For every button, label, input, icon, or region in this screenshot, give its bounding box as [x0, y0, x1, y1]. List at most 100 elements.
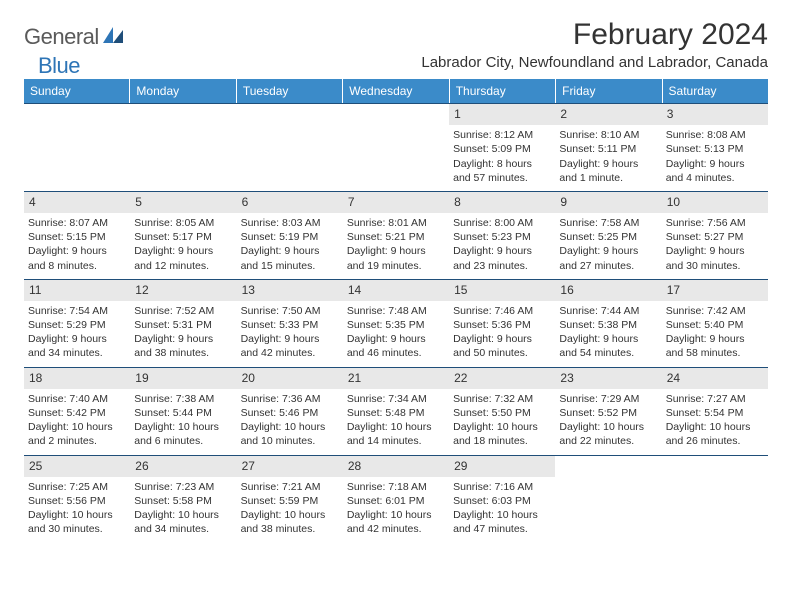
day-daylight: Daylight: 9 hours and 54 minutes.	[559, 332, 657, 360]
week-row: 18Sunrise: 7:40 AMSunset: 5:42 PMDayligh…	[24, 367, 768, 455]
day-sunset: Sunset: 5:33 PM	[241, 318, 339, 332]
day-cell: 22Sunrise: 7:32 AMSunset: 5:50 PMDayligh…	[449, 368, 555, 455]
day-sunset: Sunset: 5:38 PM	[559, 318, 657, 332]
day-daylight: Daylight: 10 hours and 2 minutes.	[28, 420, 126, 448]
day-sunrise: Sunrise: 7:42 AM	[666, 304, 764, 318]
day-sunset: Sunset: 5:48 PM	[347, 406, 445, 420]
day-sunrise: Sunrise: 7:54 AM	[28, 304, 126, 318]
day-daylight: Daylight: 10 hours and 6 minutes.	[134, 420, 232, 448]
day-sunset: Sunset: 5:52 PM	[559, 406, 657, 420]
day-sunrise: Sunrise: 7:25 AM	[28, 480, 126, 494]
day-sunrise: Sunrise: 8:12 AM	[453, 128, 551, 142]
location-subtitle: Labrador City, Newfoundland and Labrador…	[421, 54, 768, 71]
day-sunrise: Sunrise: 8:07 AM	[28, 216, 126, 230]
day-sunset: Sunset: 5:21 PM	[347, 230, 445, 244]
day-number: 14	[343, 280, 449, 301]
day-number: 26	[130, 456, 236, 477]
day-number: 4	[24, 192, 130, 213]
day-daylight: Daylight: 10 hours and 47 minutes.	[453, 508, 551, 536]
day-number: 11	[24, 280, 130, 301]
day-cell: 2Sunrise: 8:10 AMSunset: 5:11 PMDaylight…	[555, 104, 661, 191]
day-sunrise: Sunrise: 7:21 AM	[241, 480, 339, 494]
day-daylight: Daylight: 9 hours and 30 minutes.	[666, 244, 764, 272]
day-sunset: Sunset: 5:42 PM	[28, 406, 126, 420]
day-daylight: Daylight: 9 hours and 8 minutes.	[28, 244, 126, 272]
day-sunset: Sunset: 5:25 PM	[559, 230, 657, 244]
day-daylight: Daylight: 8 hours and 57 minutes.	[453, 157, 551, 185]
day-sunrise: Sunrise: 7:44 AM	[559, 304, 657, 318]
day-sunset: Sunset: 5:17 PM	[134, 230, 232, 244]
day-daylight: Daylight: 10 hours and 22 minutes.	[559, 420, 657, 448]
day-daylight: Daylight: 10 hours and 42 minutes.	[347, 508, 445, 536]
logo: General	[24, 18, 125, 50]
day-sunset: Sunset: 5:36 PM	[453, 318, 551, 332]
day-number: 29	[449, 456, 555, 477]
day-daylight: Daylight: 9 hours and 23 minutes.	[453, 244, 551, 272]
day-number: 1	[449, 104, 555, 125]
day-cell: 1Sunrise: 8:12 AMSunset: 5:09 PMDaylight…	[449, 104, 555, 191]
day-sunset: Sunset: 5:40 PM	[666, 318, 764, 332]
day-sunrise: Sunrise: 7:38 AM	[134, 392, 232, 406]
day-daylight: Daylight: 9 hours and 58 minutes.	[666, 332, 764, 360]
day-number: 24	[662, 368, 768, 389]
day-sunrise: Sunrise: 7:48 AM	[347, 304, 445, 318]
day-cell: 21Sunrise: 7:34 AMSunset: 5:48 PMDayligh…	[343, 368, 449, 455]
day-cell: 7Sunrise: 8:01 AMSunset: 5:21 PMDaylight…	[343, 192, 449, 279]
day-sunrise: Sunrise: 7:50 AM	[241, 304, 339, 318]
day-cell: 27Sunrise: 7:21 AMSunset: 5:59 PMDayligh…	[237, 456, 343, 543]
day-sunset: Sunset: 5:29 PM	[28, 318, 126, 332]
day-daylight: Daylight: 9 hours and 34 minutes.	[28, 332, 126, 360]
day-number: 9	[555, 192, 661, 213]
day-cell: 13 Sunrise: 7:50 AMSunset: 5:33 PMDayligh…	[237, 280, 343, 367]
day-sunrise: Sunrise: 7:16 AM	[453, 480, 551, 494]
day-sunset: Sunset: 5:11 PM	[559, 142, 657, 156]
day-number: 2	[555, 104, 661, 125]
logo-mark-icon	[103, 27, 123, 48]
day-cell: 18Sunrise: 7:40 AMSunset: 5:42 PMDayligh…	[24, 368, 130, 455]
day-daylight: Daylight: 10 hours and 10 minutes.	[241, 420, 339, 448]
day-sunset: Sunset: 5:56 PM	[28, 494, 126, 508]
day-cell: 19Sunrise: 7:38 AMSunset: 5:44 PMDayligh…	[130, 368, 236, 455]
day-sunset: Sunset: 5:35 PM	[347, 318, 445, 332]
day-cell: 9 Sunrise: 7:58 AMSunset: 5:25 PMDaylight…	[555, 192, 661, 279]
logo-text-general: General	[24, 24, 99, 50]
day-cell: 15Sunrise: 7:46 AMSunset: 5:36 PMDayligh…	[449, 280, 555, 367]
day-daylight: Daylight: 9 hours and 46 minutes.	[347, 332, 445, 360]
week-row: 4Sunrise: 8:07 AMSunset: 5:15 PMDaylight…	[24, 191, 768, 279]
day-sunset: Sunset: 5:46 PM	[241, 406, 339, 420]
day-daylight: Daylight: 10 hours and 34 minutes.	[134, 508, 232, 536]
day-cell	[24, 104, 130, 191]
logo-text-blue: Blue	[38, 53, 80, 79]
day-number: 17	[662, 280, 768, 301]
day-number: 5	[130, 192, 236, 213]
day-sunset: Sunset: 5:54 PM	[666, 406, 764, 420]
day-number: 21	[343, 368, 449, 389]
day-sunset: Sunset: 5:19 PM	[241, 230, 339, 244]
day-cell: 16Sunrise: 7:44 AMSunset: 5:38 PMDayligh…	[555, 280, 661, 367]
day-number: 10	[662, 192, 768, 213]
day-sunset: Sunset: 5:44 PM	[134, 406, 232, 420]
day-sunset: Sunset: 5:23 PM	[453, 230, 551, 244]
day-cell: 26Sunrise: 7:23 AMSunset: 5:58 PMDayligh…	[130, 456, 236, 543]
day-sunrise: Sunrise: 7:58 AM	[559, 216, 657, 230]
day-sunrise: Sunrise: 8:01 AM	[347, 216, 445, 230]
weekday-header-row: Sunday Monday Tuesday Wednesday Thursday…	[24, 79, 768, 103]
day-cell: 11 Sunrise: 7:54 AMSunset: 5:29 PMDayligh…	[24, 280, 130, 367]
day-sunset: Sunset: 5:59 PM	[241, 494, 339, 508]
day-sunrise: Sunrise: 7:52 AM	[134, 304, 232, 318]
day-sunrise: Sunrise: 7:34 AM	[347, 392, 445, 406]
day-number: 13	[237, 280, 343, 301]
day-sunrise: Sunrise: 7:56 AM	[666, 216, 764, 230]
day-sunrise: Sunrise: 7:29 AM	[559, 392, 657, 406]
day-sunset: Sunset: 6:03 PM	[453, 494, 551, 508]
day-number: 22	[449, 368, 555, 389]
day-daylight: Daylight: 9 hours and 27 minutes.	[559, 244, 657, 272]
month-title: February 2024	[573, 18, 768, 52]
calendar-grid: Sunday Monday Tuesday Wednesday Thursday…	[24, 79, 768, 542]
week-row: 11Sunrise: 7:54 AMSunset: 5:29 PMDayligh…	[24, 279, 768, 367]
day-cell: 17 Sunrise: 7:42 AMSunset: 5:40 PMDayligh…	[662, 280, 768, 367]
day-daylight: Daylight: 9 hours and 42 minutes.	[241, 332, 339, 360]
day-sunset: Sunset: 5:27 PM	[666, 230, 764, 244]
day-cell: 23Sunrise: 7:29 AMSunset: 5:52 PMDayligh…	[555, 368, 661, 455]
day-daylight: Daylight: 9 hours and 19 minutes.	[347, 244, 445, 272]
